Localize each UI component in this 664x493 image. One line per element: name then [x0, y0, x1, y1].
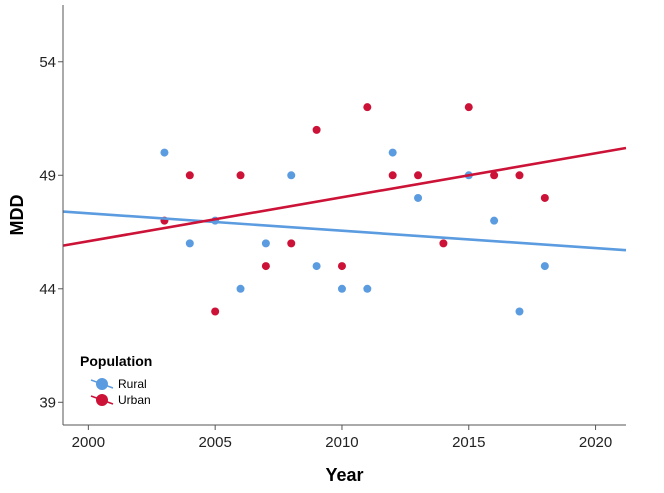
y-tick-label: 49: [39, 167, 56, 184]
x-tick-label: 2010: [325, 434, 358, 451]
data-point-rural: [337, 284, 346, 293]
x-tick-label: 2000: [72, 434, 105, 451]
y-tick-label: 44: [39, 281, 56, 298]
data-point-rural: [388, 148, 397, 157]
data-point-urban: [388, 171, 397, 180]
data-point-urban: [185, 171, 194, 180]
data-point-rural: [414, 193, 423, 202]
data-point-urban: [464, 103, 473, 112]
data-point-urban: [312, 125, 321, 134]
y-tick-label: 54: [39, 54, 56, 71]
x-tick-label: 2020: [579, 434, 612, 451]
trend-line-urban: [62, 146, 627, 247]
legend-label-rural: Rural: [118, 377, 147, 391]
y-tick-label: 39: [39, 394, 56, 411]
x-axis-title: Year: [325, 465, 363, 485]
data-point-rural: [490, 216, 499, 225]
data-point-rural: [287, 171, 296, 180]
data-point-urban: [287, 239, 296, 248]
data-point-urban: [261, 262, 270, 271]
legend-title: Population: [80, 353, 152, 369]
axes: 2000 2005 2010 2015 2020 39 44 49 54 Year MDD: [7, 5, 626, 485]
data-point-urban: [540, 193, 549, 202]
data-point-rural: [363, 284, 372, 293]
data-point-rural: [261, 239, 270, 248]
legend-label-urban: Urban: [118, 393, 151, 407]
data-point-urban: [414, 171, 423, 180]
data-point-rural: [312, 262, 321, 271]
data-point-rural: [540, 262, 549, 271]
data-point-rural: [185, 239, 194, 248]
data-point-rural: [160, 148, 169, 157]
data-point-urban: [490, 171, 499, 180]
data-point-urban: [439, 239, 448, 248]
legend-swatch-marker-urban: [96, 394, 108, 406]
y-axis-title: MDD: [7, 195, 27, 236]
trend-line-rural: [62, 210, 627, 252]
data-point-urban: [363, 103, 372, 112]
x-tick-label: 2005: [198, 434, 231, 451]
data-point-rural: [236, 284, 245, 293]
data-point-rural: [515, 307, 524, 316]
data-point-urban: [211, 307, 220, 316]
x-tick-label: 2015: [452, 434, 485, 451]
data-point-urban: [515, 171, 524, 180]
legend-swatch-marker-rural: [96, 378, 108, 390]
data-point-urban: [236, 171, 245, 180]
plot-area: [62, 103, 627, 316]
data-point-urban: [337, 262, 346, 271]
legend: Population Rural Urban: [80, 353, 152, 407]
